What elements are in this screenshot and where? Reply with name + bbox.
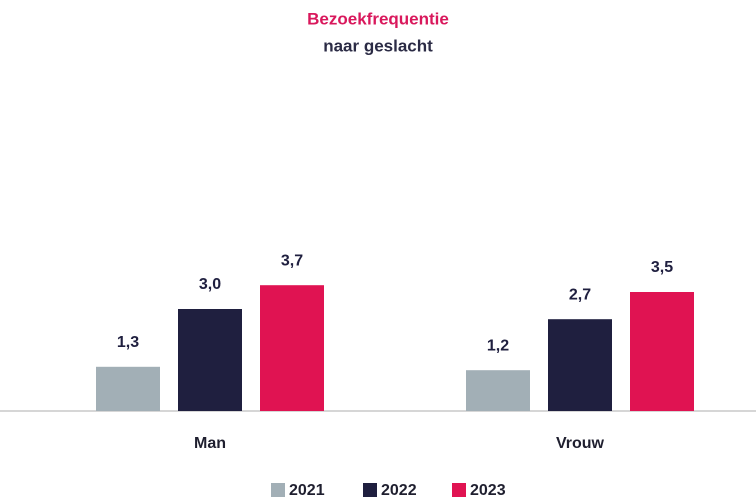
bar: [178, 309, 242, 411]
bar: [630, 292, 694, 411]
legend-label: 2023: [470, 482, 506, 499]
bar: [260, 285, 324, 411]
bar: [548, 319, 612, 411]
bar: [466, 370, 530, 411]
data-label: 3,0: [199, 276, 221, 293]
chart-title: Bezoekfrequentie: [307, 9, 449, 28]
data-label: 1,3: [117, 334, 139, 351]
data-label: 3,5: [651, 259, 673, 276]
legend-label: 2021: [289, 482, 325, 499]
x-tick-label: Vrouw: [556, 435, 605, 452]
data-label: 2,7: [569, 286, 591, 303]
x-tick-label: Man: [194, 435, 226, 452]
bar: [96, 366, 160, 411]
legend-swatch: [363, 483, 377, 497]
data-label: 1,2: [487, 337, 509, 354]
legend-label: 2022: [381, 482, 417, 499]
data-label: 3,7: [281, 252, 303, 269]
legend-swatch: [452, 483, 466, 497]
legend-swatch: [271, 483, 285, 497]
chart-subtitle: naar geslacht: [323, 36, 433, 55]
